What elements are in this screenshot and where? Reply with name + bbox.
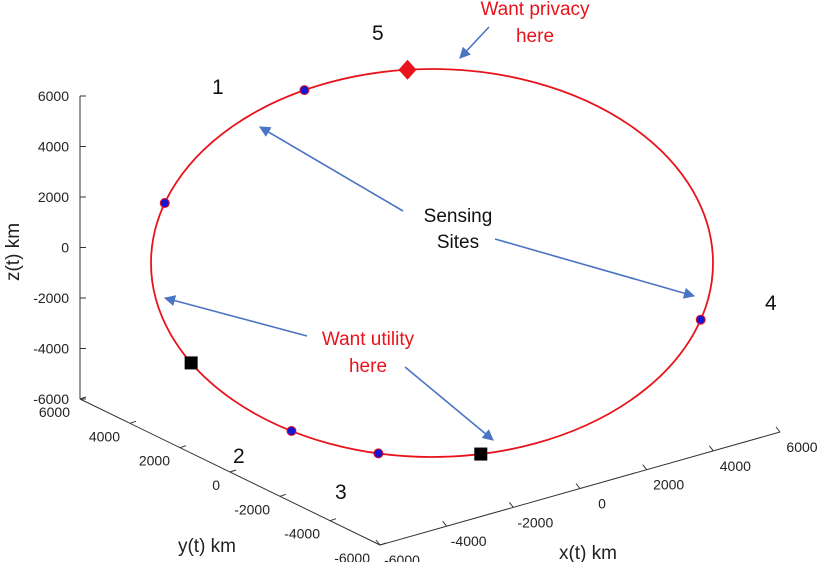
y-tick-label: -6000 [334, 550, 370, 562]
x-tick-mark [775, 426, 781, 433]
z-tick-label: 2000 [38, 189, 69, 205]
y-tick-mark [229, 469, 237, 473]
utility-arrow-left [163, 295, 308, 337]
utility-annotation-line1: Want utility [322, 329, 415, 350]
orbit-ellipse [150, 68, 714, 458]
sensing-site-2 [286, 426, 297, 437]
sensing-site-4 [695, 314, 706, 325]
z-tick-label: 4000 [38, 139, 69, 155]
x-tick-label: 4000 [720, 458, 751, 474]
y-tick-mark [179, 445, 187, 449]
utility-annotation-line2: here [349, 356, 387, 377]
y-axis-ticks: -6000 -4000 -2000 0 2000 4000 6000 [39, 396, 387, 562]
y-tick-label: 0 [212, 477, 220, 493]
utility-markers [184, 356, 488, 461]
sensing-arrow-site1 [259, 126, 404, 212]
y-tick-mark [129, 420, 137, 424]
y-tick-mark [279, 493, 287, 497]
z-tick-label: 6000 [38, 88, 69, 104]
y-tick-mark [379, 542, 387, 546]
y-tick-mark [79, 396, 87, 400]
site-label-1: 1 [212, 76, 224, 99]
sensing-annotation-line1: Sensing [424, 206, 493, 227]
x-tick-label: -6000 [384, 552, 420, 562]
x-tick-label: -2000 [517, 514, 553, 530]
utility-point-1 [184, 356, 198, 370]
privacy-annotation-line1: Want privacy [480, 0, 590, 20]
sensing-site-1 [159, 198, 170, 209]
y-tick-label: 4000 [89, 428, 120, 444]
y-tick-label: -4000 [284, 526, 320, 542]
site-label-5: 5 [372, 22, 384, 45]
site-label-2: 2 [233, 445, 245, 468]
x-axis-label: x(t) km [559, 543, 617, 562]
annotation-arrows [163, 26, 696, 441]
site-label-3: 3 [335, 481, 347, 504]
z-tick-label: -4000 [33, 341, 69, 357]
sensing-site-3 [373, 448, 384, 459]
sensing-site-markers [159, 85, 706, 459]
sensing-arrow-site4 [494, 238, 696, 299]
sensing-annotation-line2: Sites [437, 232, 479, 253]
z-tick-label: -6000 [33, 391, 69, 407]
x-tick-mark [642, 464, 648, 470]
x-tick-label: 2000 [653, 477, 684, 493]
x-tick-label: 6000 [786, 439, 817, 455]
z-tick-label: -2000 [33, 290, 69, 306]
x-tick-mark [442, 520, 448, 527]
y-tick-label: 6000 [39, 404, 70, 420]
y-tick-mark [329, 518, 337, 522]
z-axis-ticks: -6000 -4000 -2000 0 2000 4000 6000 [33, 88, 86, 407]
privacy-annotation-line2: here [516, 26, 554, 47]
utility-point-2 [474, 447, 488, 461]
z-tick-label: 0 [61, 240, 69, 256]
x-tick-mark [375, 539, 381, 546]
privacy-marker-group [398, 59, 417, 80]
privacy-arrow [459, 26, 490, 59]
x-tick-mark [508, 502, 514, 508]
x-tick-mark [575, 483, 581, 489]
x-tick-mark [708, 445, 714, 452]
x-tick-label: -4000 [451, 533, 487, 549]
site-label-4: 4 [765, 292, 777, 315]
utility-arrow-bottom [404, 366, 494, 441]
x-tick-label: 0 [598, 496, 606, 512]
z-axis-label: z(t) km [3, 223, 24, 281]
privacy-point [398, 59, 417, 80]
x-axis-ticks: -6000 -4000 -2000 0 2000 4000 6000 [375, 426, 818, 562]
y-axis-label: y(t) km [178, 536, 236, 557]
sensing-site-5 [299, 85, 310, 96]
y-tick-label: -2000 [234, 501, 270, 517]
y-tick-label: 2000 [139, 453, 170, 469]
